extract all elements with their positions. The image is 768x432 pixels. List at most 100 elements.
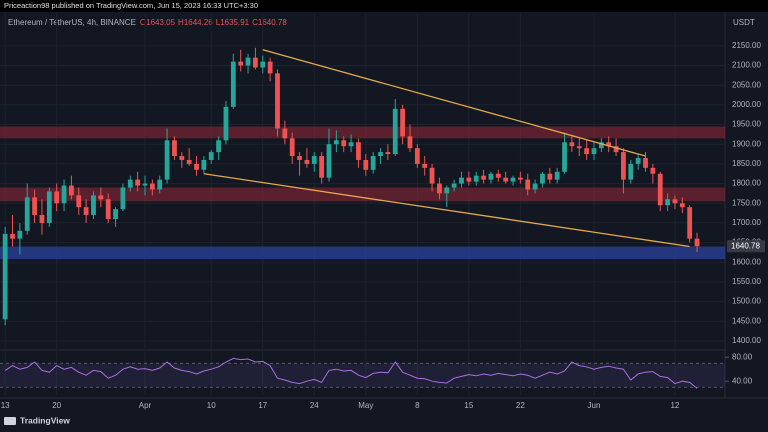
footer: TradingView <box>20 415 70 425</box>
legend-symbol: Ethereum / TetherUS, 4h, BINANCE <box>8 18 136 27</box>
y-tick-label: 1950.00 <box>732 120 761 129</box>
last-price-box <box>727 240 765 253</box>
candle-body <box>333 140 339 145</box>
candle-body <box>348 142 354 147</box>
candle-body <box>157 179 163 190</box>
candle-body <box>437 183 442 194</box>
candle-body <box>392 108 398 155</box>
y-tick-label: 1500.00 <box>732 297 761 306</box>
candle-body <box>378 152 383 157</box>
x-tick-label: 8 <box>415 401 420 410</box>
candle-body <box>319 156 325 178</box>
legend-high: H1644.26 <box>178 18 213 27</box>
x-tick-label: 17 <box>258 401 267 410</box>
candle-body <box>91 195 96 216</box>
candle-body <box>83 207 89 216</box>
candle-body <box>2 233 8 320</box>
rsi-tick-label: 40.00 <box>732 376 753 385</box>
candle-body <box>481 175 486 180</box>
candle-body <box>311 156 317 164</box>
candle-body <box>24 197 30 231</box>
candle-body <box>459 177 464 184</box>
zone <box>0 126 725 139</box>
candle-body <box>584 148 590 155</box>
candle-body <box>164 140 170 180</box>
candle-body <box>400 108 406 137</box>
y-tick-label: 1450.00 <box>732 316 761 325</box>
candle-body <box>363 159 369 170</box>
last-price-label: 1640.78 <box>731 241 760 250</box>
candle-body <box>208 152 214 160</box>
x-tick-label: 24 <box>310 401 319 410</box>
candle-body <box>635 158 641 164</box>
candle-body <box>370 156 376 170</box>
y-tick-label: 1800.00 <box>732 179 761 188</box>
y-tick-label: 1550.00 <box>732 277 761 286</box>
candle-body <box>672 199 678 204</box>
candle-body <box>245 57 251 66</box>
x-tick-label: Apr <box>139 401 152 410</box>
x-tick-label: 10 <box>207 401 216 410</box>
candle-body <box>120 187 126 210</box>
x-tick-label: 20 <box>52 401 61 410</box>
candle-body <box>687 207 693 239</box>
logo-icon <box>4 417 16 425</box>
y-tick-label: 2150.00 <box>732 41 761 50</box>
currency: USDT <box>733 18 755 27</box>
candle-body <box>17 230 23 239</box>
y-tick-label: 2000.00 <box>732 100 761 109</box>
x-tick-label: May <box>358 401 373 410</box>
candle-body <box>194 163 199 170</box>
candle-body <box>495 173 501 178</box>
candle-body <box>113 209 118 219</box>
y-tick-label: 1900.00 <box>732 139 761 148</box>
x-tick-label: 15 <box>464 401 473 410</box>
legend-close: C1640.78 <box>252 18 287 27</box>
candle-body <box>444 187 450 194</box>
candle-body <box>149 183 155 190</box>
zone <box>0 187 725 202</box>
candle-body <box>643 158 648 168</box>
rsi-band <box>0 363 725 388</box>
candle-body <box>98 195 104 200</box>
candle-body <box>576 146 582 149</box>
legend-open: O1643.05 <box>140 18 176 27</box>
candle-body <box>186 159 192 164</box>
y-tick-label: 2050.00 <box>732 80 761 89</box>
x-tick-label: Jun <box>588 401 601 410</box>
y-tick-label: 1750.00 <box>732 198 761 207</box>
candle-body <box>135 179 141 186</box>
candle-body <box>598 142 604 149</box>
candle-body <box>451 183 457 188</box>
candle-body <box>407 136 413 149</box>
legend-low: L1635.91 <box>216 18 250 27</box>
x-tick-label: 22 <box>516 401 525 410</box>
candle-body <box>61 185 67 204</box>
y-tick-label: 1400.00 <box>732 336 761 345</box>
candle-body <box>46 191 52 223</box>
candle-body <box>517 177 523 180</box>
candle-body <box>473 175 479 182</box>
candle-body <box>267 61 273 74</box>
candle-body <box>562 142 567 172</box>
trendline <box>262 49 646 157</box>
zone <box>0 246 725 260</box>
candle-body <box>289 138 295 157</box>
legend: Ethereum / TetherUS, 4h, BINANCE O1643.05… <box>8 18 287 27</box>
candle-body <box>10 233 15 239</box>
rsi-tick-label: 80.00 <box>732 352 753 361</box>
x-tick-label: 12 <box>670 401 679 410</box>
candle-body <box>613 146 619 153</box>
candle-body <box>621 152 626 180</box>
candle-body <box>414 148 420 164</box>
candle-body <box>142 183 148 186</box>
trendline <box>203 173 690 248</box>
candle-body <box>385 152 391 155</box>
candle-body <box>76 195 82 208</box>
candle-body <box>488 173 494 180</box>
y-tick-label: 1700.00 <box>732 218 761 227</box>
x-tick-label: 13 <box>1 401 10 410</box>
candle-body <box>657 173 663 206</box>
